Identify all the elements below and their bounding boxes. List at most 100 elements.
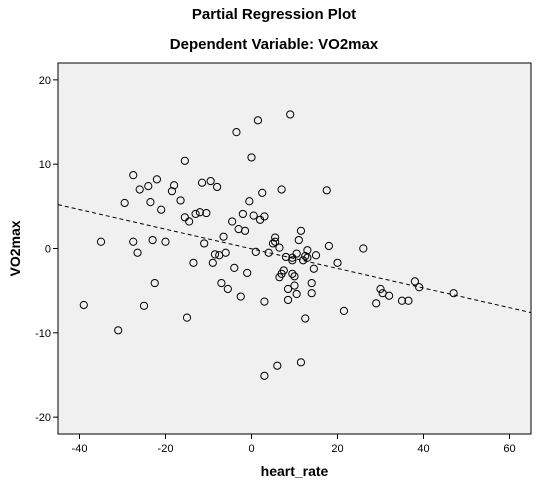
data-point	[180, 156, 189, 165]
data-point	[144, 182, 153, 191]
data-point	[191, 209, 200, 219]
data-point	[146, 198, 155, 207]
data-point	[129, 171, 138, 180]
data-point	[296, 358, 306, 367]
data-point	[79, 300, 88, 310]
data-point	[114, 326, 123, 335]
data-point	[245, 197, 254, 206]
data-point	[135, 185, 144, 194]
data-point	[286, 110, 295, 119]
data-point	[223, 284, 232, 294]
data-point	[309, 264, 318, 273]
x-tick-label: 20	[331, 443, 343, 455]
data-point	[206, 176, 215, 186]
data-point	[176, 196, 185, 205]
data-point	[260, 371, 269, 380]
data-point	[307, 278, 316, 288]
y-tick-label: 10	[39, 159, 51, 171]
data-point	[311, 251, 321, 260]
data-point	[247, 153, 256, 162]
data-point	[292, 249, 301, 258]
data-points	[79, 110, 458, 380]
data-point	[185, 217, 194, 226]
data-point	[277, 185, 286, 194]
data-point	[288, 256, 297, 265]
data-point	[197, 178, 207, 187]
data-point	[189, 258, 198, 267]
data-point	[288, 253, 297, 262]
data-point	[210, 250, 220, 259]
data-point	[157, 205, 166, 214]
data-point	[96, 237, 106, 246]
data-point	[372, 299, 381, 308]
data-point	[249, 211, 258, 220]
y-tick-label: 20	[39, 75, 51, 87]
data-point	[150, 278, 159, 288]
data-point	[333, 258, 342, 267]
data-point	[322, 186, 331, 195]
data-point	[376, 284, 385, 294]
data-point	[359, 244, 368, 253]
data-point	[397, 296, 407, 305]
data-point	[301, 314, 310, 323]
data-point	[228, 217, 237, 226]
data-point	[182, 313, 192, 322]
data-point	[385, 291, 394, 300]
data-point	[180, 213, 189, 222]
data-point	[273, 361, 282, 370]
data-point	[288, 269, 297, 278]
data-point	[303, 253, 312, 262]
data-point	[221, 248, 230, 257]
data-point	[139, 301, 149, 310]
data-point	[243, 268, 252, 278]
data-point	[152, 175, 161, 184]
data-point	[415, 283, 424, 292]
data-point	[339, 306, 349, 315]
data-point	[236, 292, 245, 301]
data-point	[148, 235, 157, 245]
data-point	[167, 187, 177, 196]
y-axis-label: VO2max	[7, 220, 23, 276]
data-point	[260, 212, 269, 221]
data-point	[299, 256, 308, 265]
data-point	[290, 281, 299, 290]
fit-line	[57, 204, 532, 314]
data-point	[253, 116, 263, 125]
data-point	[449, 289, 458, 298]
y-tick-label: 0	[45, 244, 51, 256]
data-point	[404, 296, 413, 305]
data-point	[232, 128, 241, 137]
data-point	[129, 237, 138, 246]
data-point	[301, 251, 310, 261]
x-axis-label: heart_rate	[261, 463, 329, 479]
data-point	[264, 248, 273, 257]
data-point	[120, 198, 129, 208]
x-tick-label: -40	[72, 443, 88, 455]
data-point	[275, 243, 284, 252]
data-point	[271, 233, 280, 242]
data-point	[161, 237, 170, 246]
x-tick-label: 60	[503, 443, 515, 455]
chart-subtitle: Dependent Variable: VO2max	[169, 36, 379, 53]
chart-title: Partial Regression Plot	[191, 6, 357, 23]
data-point	[202, 208, 211, 218]
data-point	[279, 266, 288, 275]
data-point	[283, 284, 293, 294]
data-point	[296, 226, 306, 235]
x-tick-label: 0	[248, 443, 254, 455]
data-point	[410, 277, 419, 286]
data-point	[133, 248, 142, 257]
data-point	[268, 239, 278, 248]
data-point	[230, 263, 239, 272]
data-point	[260, 297, 269, 306]
x-axis-ticks: -40 -20 0 20 40 60	[72, 434, 516, 455]
data-point	[238, 209, 247, 219]
data-point	[219, 232, 228, 241]
data-point	[294, 235, 303, 245]
data-point	[292, 289, 301, 299]
y-axis-ticks: -20 -10 0 10 20	[35, 75, 58, 424]
data-point	[251, 247, 260, 256]
x-tick-label: 40	[417, 443, 429, 455]
